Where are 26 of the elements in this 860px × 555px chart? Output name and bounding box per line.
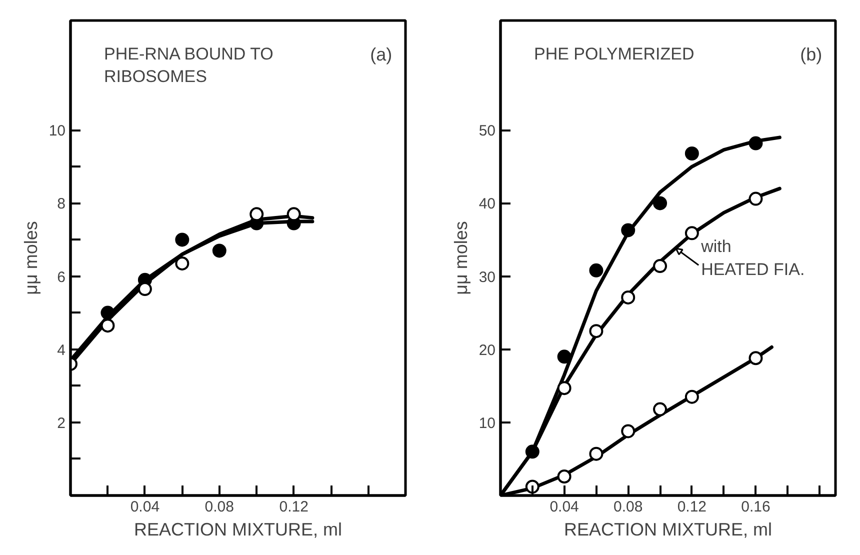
- x-tick-label: 0.04: [550, 498, 579, 516]
- y-tick-label: 20: [478, 342, 496, 359]
- x-tick-label: 0.08: [204, 498, 234, 516]
- x-tick-label: 0.16: [741, 498, 770, 516]
- y-axis-title: μμ moles: [20, 221, 41, 295]
- x-axis-title: REACTION MIXTURE, ml: [134, 520, 342, 540]
- x-axis-title: REACTION MIXTURE, ml: [564, 520, 772, 540]
- text: PHE POLYMERIZED: [534, 44, 694, 64]
- y-tick-label: 8: [57, 196, 66, 213]
- y-tick-label: 10: [48, 122, 66, 140]
- y-tick-label: 40: [478, 196, 496, 213]
- y-tick-label: 4: [57, 342, 66, 359]
- y-tick-label: 50: [478, 122, 496, 140]
- annotation: (b): [800, 44, 822, 64]
- y-tick-label: 10: [478, 414, 496, 432]
- text: PHE-RNA BOUND TO RIBOSOMES: [104, 44, 274, 86]
- y-axis-title: μμ moles: [450, 221, 471, 295]
- x-tick-label: 0.04: [130, 498, 160, 516]
- y-tick-label: 2: [57, 414, 66, 432]
- annotation: (a): [370, 44, 392, 64]
- y-tick-label: 6: [57, 268, 66, 286]
- x-tick-label: 0.08: [614, 498, 643, 516]
- x-tick-label: 0.12: [677, 498, 707, 516]
- y-tick-label: 30: [478, 268, 496, 286]
- annotation: with HEATED FIA.: [700, 237, 805, 279]
- x-tick-label: 0.12: [279, 498, 308, 516]
